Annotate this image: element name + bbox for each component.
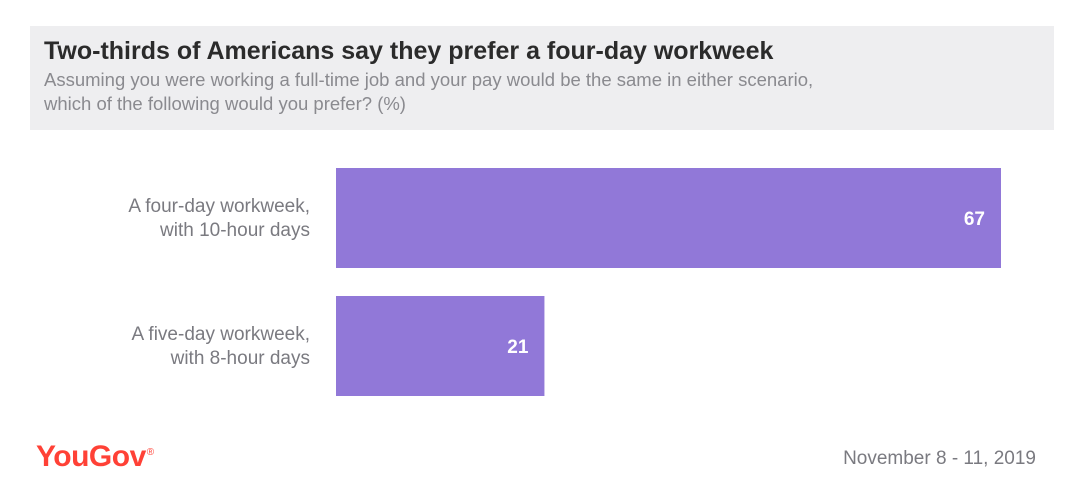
yougov-logo: YouGov®: [36, 440, 154, 474]
chart-title: Two-thirds of Americans say they prefer …: [44, 37, 774, 65]
bar-value-label-2: 21: [507, 337, 529, 358]
bar-1: [336, 168, 1001, 268]
logo-text: YouGov: [36, 440, 146, 473]
category-label-2-line-2: with 8-hour days: [170, 348, 310, 369]
logo-registered-mark: ®: [146, 447, 154, 458]
survey-date: November 8 - 11, 2019: [843, 448, 1036, 469]
chart-header: Two-thirds of Americans say they prefer …: [30, 26, 1054, 130]
category-label-1-line-1: A four-day workweek,: [128, 196, 310, 217]
chart-subtitle-line-2: which of the following would you prefer?…: [44, 93, 406, 114]
bar-value-label-1: 67: [964, 209, 985, 230]
category-label-1-line-2: with 10-hour days: [159, 220, 310, 241]
chart-subtitle: Assuming you were working a full-time jo…: [44, 68, 1040, 116]
bar-2: [336, 296, 545, 396]
chart-subtitle-line-1: Assuming you were working a full-time jo…: [44, 69, 814, 90]
bar-chart: 67 A four-day workweek, with 10-hour days 2…: [128, 168, 1001, 396]
category-label-2-line-1: A five-day workweek,: [132, 324, 310, 345]
